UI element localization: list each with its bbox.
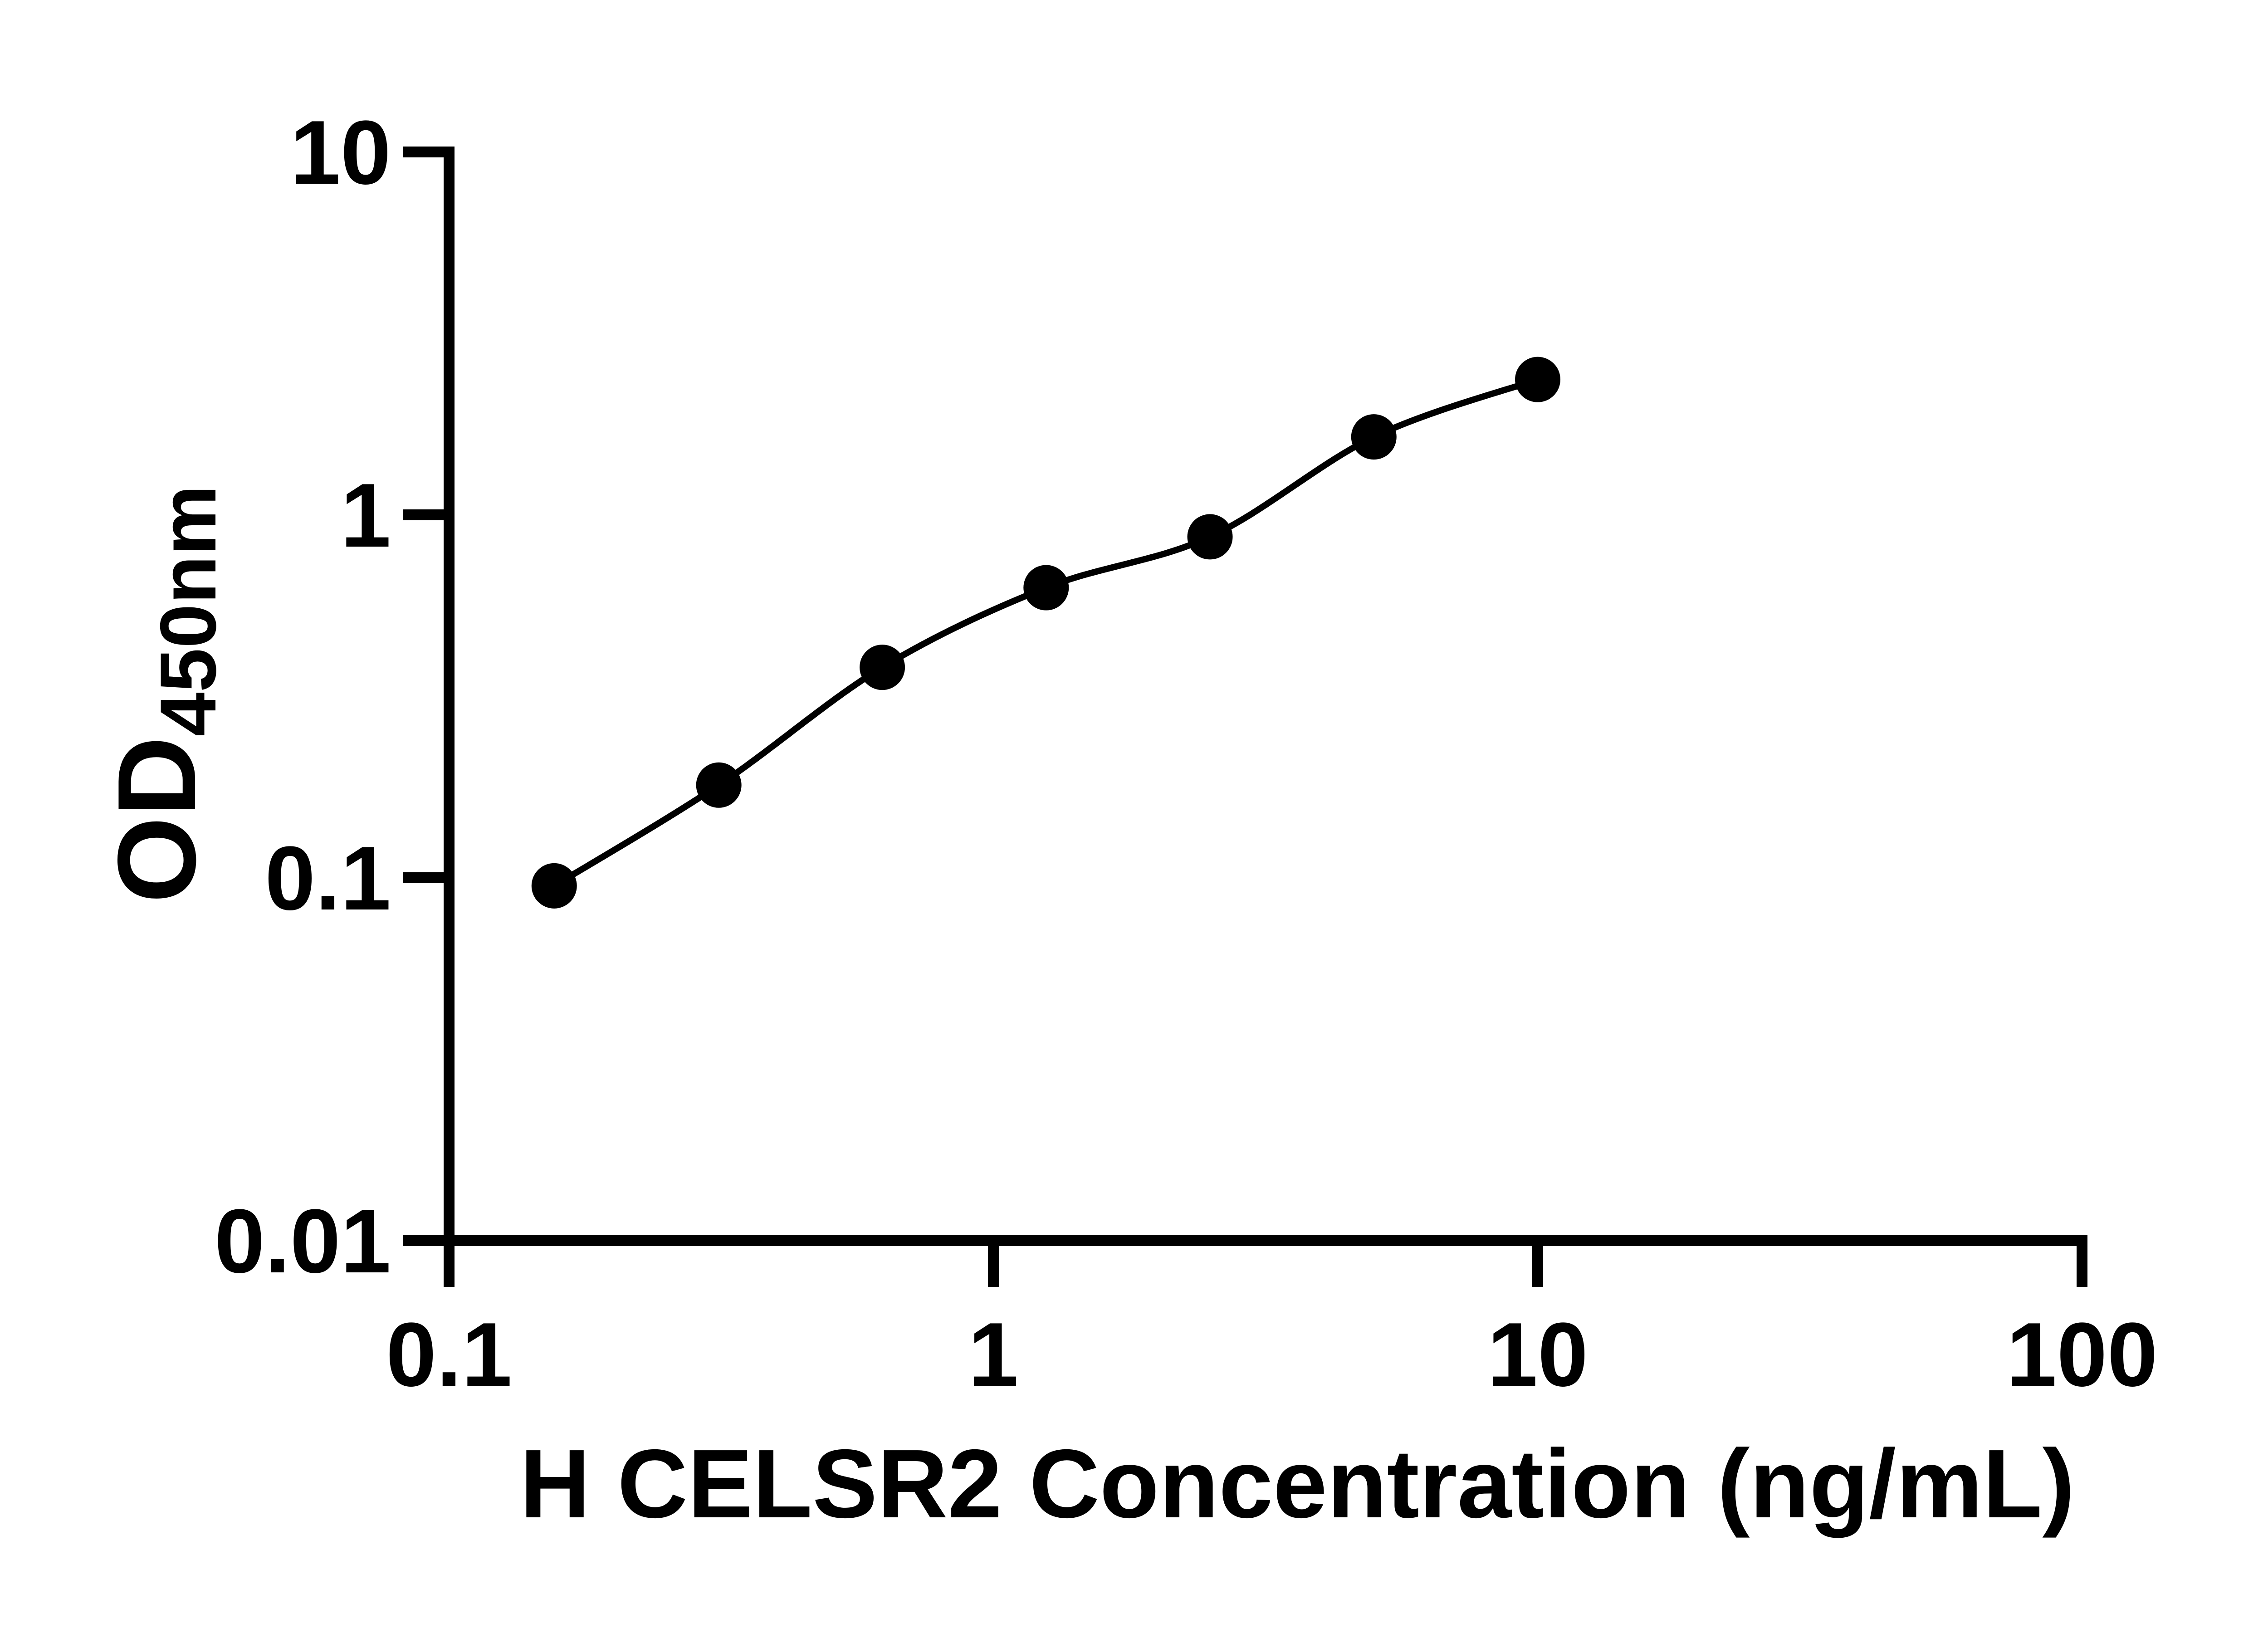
axes xyxy=(444,147,2087,1287)
data-point-2 xyxy=(696,762,742,808)
axis-tick-labels: 10 1 0.1 0.01 0.1 1 10 100 xyxy=(215,102,2158,1405)
x-tick-label: 10 xyxy=(1487,1304,1588,1405)
y-tick-label: 1 xyxy=(341,465,391,566)
fit-curve xyxy=(551,376,1541,889)
y-tick-mark xyxy=(403,872,455,883)
x-axis-line xyxy=(444,1235,2087,1246)
x-tick-label: 1 xyxy=(968,1304,1018,1405)
x-tick-mark xyxy=(1532,1235,1543,1287)
x-tick-mark xyxy=(2077,1235,2087,1287)
data-point-6 xyxy=(1351,414,1397,460)
y-tick-mark xyxy=(403,509,455,520)
y-axis-title-main: OD xyxy=(94,736,219,903)
x-tick-label: 0.1 xyxy=(386,1304,512,1405)
data-point-5 xyxy=(1187,514,1233,560)
x-tick-mark xyxy=(988,1235,999,1287)
x-tick-label: 100 xyxy=(2006,1304,2158,1405)
data-point-3 xyxy=(860,645,905,690)
data-point-1 xyxy=(531,863,577,909)
y-tick-label: 10 xyxy=(290,102,391,203)
plot-area xyxy=(531,357,1560,909)
x-tick-mark xyxy=(444,1235,455,1287)
y-tick-label: 0.1 xyxy=(265,828,391,929)
data-point-4 xyxy=(1023,565,1069,611)
y-tick-label: 0.01 xyxy=(215,1191,391,1292)
y-axis-title: OD450nm xyxy=(94,485,233,903)
axis-ticks xyxy=(403,147,2087,1287)
data-point-7 xyxy=(1515,357,1560,402)
y-axis-line xyxy=(444,147,455,1287)
x-axis-title: H CELSR2 Concentration (ng/mL) xyxy=(520,1429,2075,1538)
y-tick-mark xyxy=(403,147,455,157)
y-axis-title-subscript: 450nm xyxy=(144,485,233,736)
